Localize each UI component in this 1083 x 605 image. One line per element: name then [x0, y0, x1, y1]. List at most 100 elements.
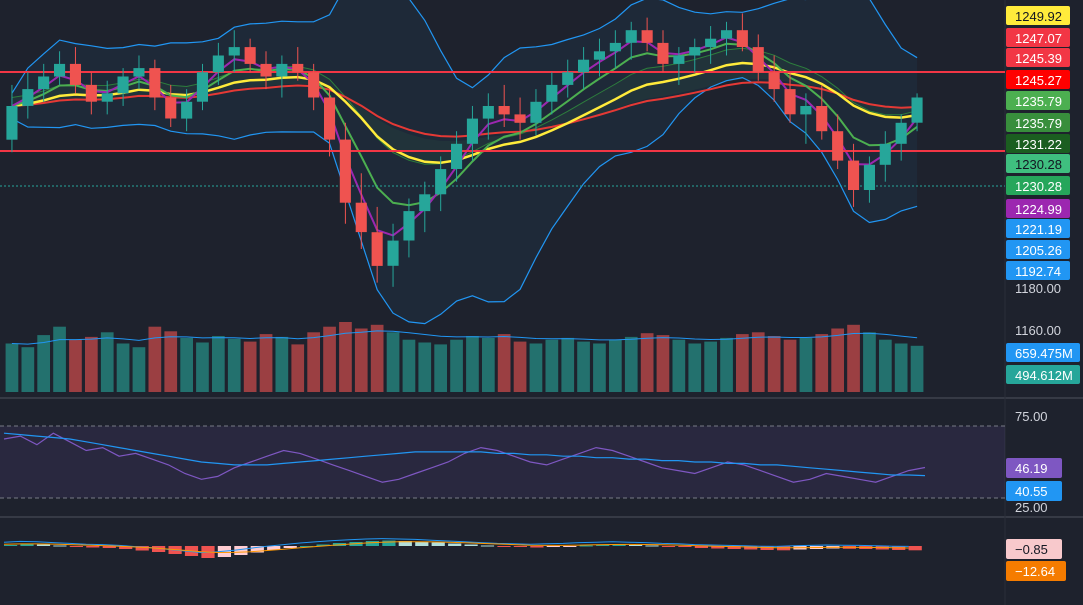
macd-bar — [365, 541, 379, 546]
svg-text:−0.85: −0.85 — [1015, 542, 1048, 557]
macd-bar — [86, 546, 100, 548]
volume-bar — [275, 336, 289, 392]
price-badge-bg — [1006, 261, 1070, 280]
price-badge-label: 1249.92 — [1015, 9, 1062, 24]
candle-body — [6, 106, 18, 140]
macd-bar — [908, 546, 922, 551]
volume-bar — [656, 335, 670, 392]
volume-bar — [180, 337, 193, 392]
volume-badge-bg — [1006, 343, 1080, 362]
candle-body — [530, 101, 542, 123]
volume-bar — [5, 343, 19, 392]
macd-bar — [464, 544, 478, 546]
rsi-ma-badge: 40.55 — [1006, 481, 1062, 501]
candle-body — [149, 68, 161, 98]
volume-bar — [720, 337, 733, 392]
cloud-area — [11, 48, 918, 165]
price-badge-label: 1221.19 — [1015, 222, 1062, 237]
volume-bar — [434, 344, 447, 392]
candle-body — [22, 89, 34, 106]
macd-bar — [645, 545, 659, 547]
macd-bar — [744, 546, 758, 550]
macd-bar — [300, 546, 314, 547]
price-badge: 1231.22 — [1006, 134, 1070, 153]
price-badge: 1235.79 — [1006, 91, 1070, 110]
macd-signal-badge: −12.64 — [1006, 561, 1066, 581]
volume-bar — [513, 341, 527, 392]
candle-body — [657, 42, 669, 64]
candle-body — [451, 143, 463, 169]
macd-bar — [398, 541, 412, 546]
volume-bar — [37, 335, 50, 392]
macd-bar — [612, 544, 626, 546]
volume-bar — [69, 339, 82, 392]
macd-bar — [119, 546, 133, 549]
volume-bar — [910, 345, 924, 392]
macd-bar — [596, 545, 610, 546]
macd-bar — [661, 546, 676, 547]
price-badge-label: 1235.79 — [1015, 116, 1062, 131]
volume-bar — [148, 326, 162, 392]
candle-body — [482, 106, 494, 119]
price-badge-label: 1224.99 — [1015, 202, 1062, 217]
rsi-line — [3, 432, 926, 483]
candle-body — [69, 63, 81, 85]
candle-body — [705, 38, 717, 48]
volume-bar — [672, 339, 686, 392]
price-badge-bg — [1006, 113, 1070, 132]
price-badge-label: 1205.26 — [1015, 243, 1062, 258]
volume-bar — [688, 343, 702, 392]
candle-body — [212, 55, 224, 73]
volume-bar — [863, 332, 876, 392]
candle-body — [133, 68, 145, 77]
price-tick: 1180.00 — [1015, 281, 1061, 296]
volume-bar — [212, 336, 225, 392]
volume-bar — [116, 343, 130, 392]
price-badge-label: 1192.74 — [1015, 264, 1061, 279]
candle-body — [435, 169, 447, 195]
macd-signal-line — [3, 541, 909, 554]
volume-bar — [196, 342, 209, 392]
volume-bar — [259, 334, 273, 392]
candle-body — [387, 240, 399, 266]
price-badge: 1221.19 — [1006, 219, 1070, 238]
volume-bar — [545, 339, 559, 392]
candle-body — [689, 47, 701, 56]
price-badge: 1247.07 — [1006, 28, 1070, 47]
macd-bar — [629, 545, 643, 546]
ma-green-line — [11, 42, 918, 207]
rsi-value-badge: 46.19 — [1006, 458, 1062, 478]
volume-ma-line — [11, 330, 918, 345]
volume-bar — [751, 332, 765, 392]
volume-bar — [243, 341, 257, 392]
candle-body — [673, 55, 685, 64]
ma-red-line — [11, 81, 918, 138]
volume-bar — [704, 341, 717, 392]
candle-body — [578, 59, 590, 73]
price-badge: 1245.39 — [1006, 48, 1070, 67]
candle-body — [54, 63, 66, 77]
volume-bar — [831, 328, 844, 392]
price-badge: 1230.28 — [1006, 176, 1070, 195]
macd-bar — [431, 542, 445, 546]
candle-body — [546, 84, 558, 102]
volume-bar — [736, 334, 749, 392]
macd-bar — [546, 546, 560, 547]
macd-bar — [316, 544, 330, 546]
volume-bar — [783, 339, 797, 392]
candle-body — [371, 232, 383, 266]
macd-bar — [20, 544, 34, 546]
price-badge-label: 1245.39 — [1015, 51, 1062, 66]
volume-bar — [85, 336, 98, 392]
price-badge-bg — [1006, 28, 1070, 47]
macd-bar — [530, 546, 544, 548]
price-badge-bg — [1006, 134, 1070, 153]
candle-body — [721, 30, 733, 39]
macd-bar — [4, 545, 18, 546]
price-badge-bg — [1006, 91, 1070, 110]
volume-bar — [100, 332, 114, 392]
candle-body — [848, 160, 860, 190]
candles — [6, 13, 923, 287]
price-badge: 1224.99 — [1006, 199, 1070, 218]
